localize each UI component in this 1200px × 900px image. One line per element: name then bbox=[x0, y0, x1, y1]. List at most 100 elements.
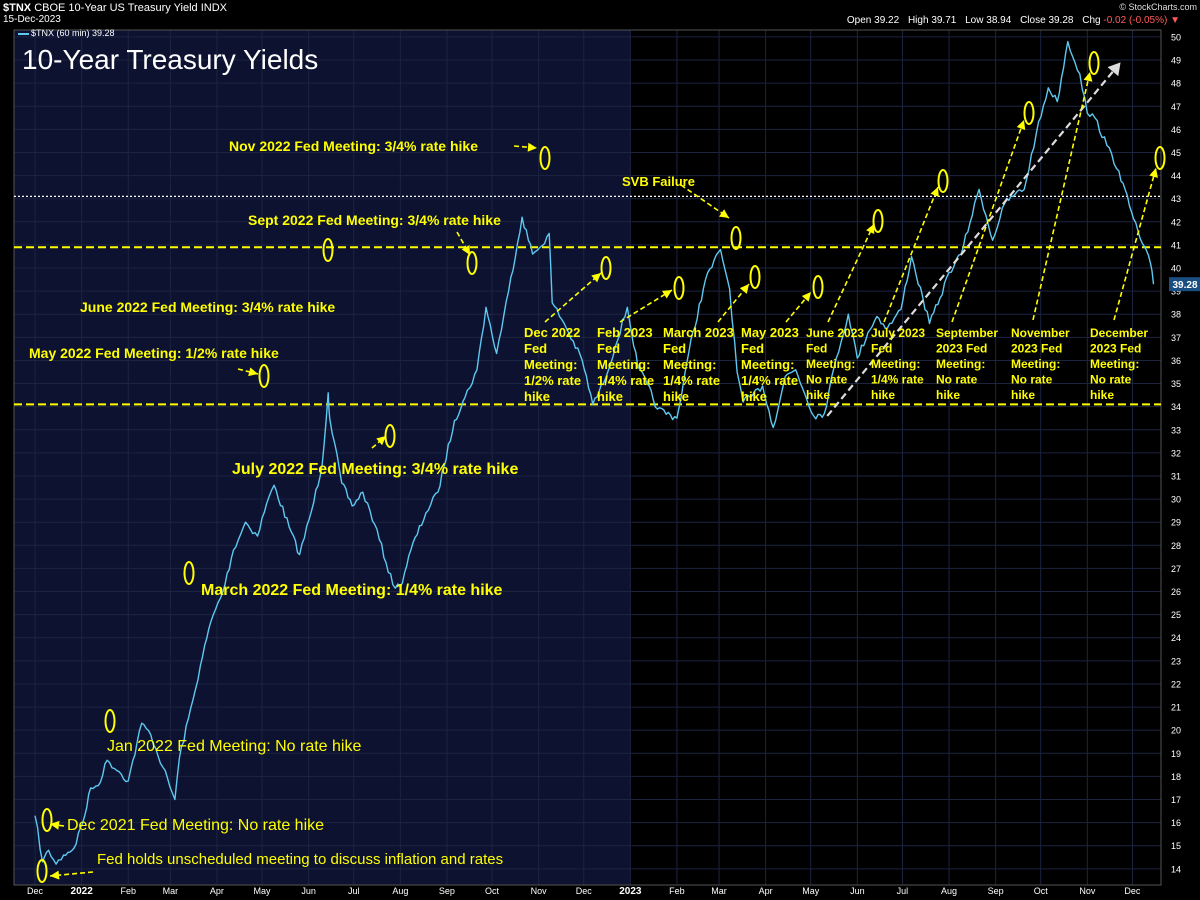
meeting-marker-ellipse bbox=[937, 169, 949, 193]
meeting-marker-ellipse bbox=[1088, 51, 1100, 75]
y-tick-label: 42 bbox=[1171, 217, 1181, 227]
annotation-line: hike bbox=[806, 388, 830, 402]
annotation-line: Fed bbox=[524, 341, 547, 356]
y-tick-label: 34 bbox=[1171, 402, 1181, 412]
annotation-line: Meeting: bbox=[806, 357, 855, 371]
x-tick-label: Apr bbox=[210, 886, 224, 896]
annotation-arrow-head bbox=[719, 209, 729, 218]
x-tick-label: Dec bbox=[27, 886, 44, 896]
x-tick-label: 2022 bbox=[71, 886, 94, 897]
annotation-line: 2023 Fed bbox=[1090, 342, 1141, 356]
annotation-arrow-line bbox=[619, 289, 673, 323]
x-tick-label: May bbox=[802, 886, 820, 896]
y-tick-label: 17 bbox=[1171, 795, 1181, 805]
annotation-line: No rate bbox=[806, 373, 848, 387]
y-tick-label: 20 bbox=[1171, 726, 1181, 736]
annotation-label: July 2022 Fed Meeting: 3/4% rate hike bbox=[232, 461, 518, 478]
annotation-line: hike bbox=[1011, 388, 1035, 402]
x-tick-label: Jun bbox=[301, 886, 316, 896]
y-tick-label: 33 bbox=[1171, 425, 1181, 435]
open-label: Open bbox=[846, 15, 872, 26]
y-tick-label: 40 bbox=[1171, 264, 1181, 274]
x-tick-label: Sep bbox=[988, 886, 1004, 896]
y-tick-label: 47 bbox=[1171, 102, 1181, 112]
x-tick-label: Oct bbox=[485, 886, 500, 896]
meeting-marker-ellipse bbox=[600, 256, 612, 280]
x-tick-label: Feb bbox=[120, 886, 136, 896]
annotation-line: Meeting: bbox=[1011, 357, 1060, 371]
annotation-line: hike bbox=[871, 388, 895, 402]
annotation-label: Fed holds unscheduled meeting to discuss… bbox=[97, 851, 503, 868]
trend-arrow-line bbox=[826, 70, 1114, 417]
annotation-line: Meeting: bbox=[1090, 357, 1139, 371]
annotation-line: Fed bbox=[871, 342, 892, 356]
annotation-line: May 2023 bbox=[741, 325, 799, 340]
y-tick-label: 28 bbox=[1171, 541, 1181, 551]
y-tick-label: 23 bbox=[1171, 656, 1181, 666]
legend-swatch bbox=[18, 32, 29, 35]
annotation-line: 1/4% rate bbox=[597, 373, 654, 388]
annotation-line: Fed bbox=[806, 342, 827, 356]
annotation-line: Fed bbox=[663, 341, 686, 356]
x-tick-label: Oct bbox=[1034, 886, 1049, 896]
y-tick-label: 27 bbox=[1171, 564, 1181, 574]
y-tick-label: 19 bbox=[1171, 749, 1181, 759]
annotation-line: 1/4% rate bbox=[741, 373, 798, 388]
high-value: 39.71 bbox=[931, 15, 957, 26]
high-label: High bbox=[907, 15, 929, 26]
annotation-label: Sept 2022 Fed Meeting: 3/4% rate hike bbox=[248, 212, 501, 228]
x-tick-label: Jul bbox=[897, 886, 909, 896]
annotation-label: Dec 2021 Fed Meeting: No rate hike bbox=[67, 817, 324, 834]
annotation-line: November bbox=[1011, 326, 1070, 340]
y-tick-label: 38 bbox=[1171, 310, 1181, 320]
meeting-marker-ellipse bbox=[322, 238, 334, 262]
annotation-line: hike bbox=[597, 389, 623, 404]
annotation-line: Fed bbox=[741, 341, 764, 356]
y-tick-label: 16 bbox=[1171, 818, 1181, 828]
y-tick-label: 46 bbox=[1171, 125, 1181, 135]
y-tick-label: 25 bbox=[1171, 610, 1181, 620]
annotation-label-multiline: June 2023 Fed Meeting: No rate hike bbox=[806, 326, 864, 402]
annotation-line: 2023 Fed bbox=[1011, 342, 1062, 356]
yield-series-line bbox=[34, 40, 1155, 865]
x-tick-label: Dec bbox=[1124, 886, 1141, 896]
meeting-marker-ellipse bbox=[539, 146, 551, 170]
annotation-arrow-head bbox=[930, 187, 939, 198]
annotation-label-multiline: Feb 2023 Fed Meeting: 1/4% rate hike bbox=[597, 325, 654, 404]
x-tick-label: 2023 bbox=[619, 886, 642, 897]
ohlc-readout: Open 39.22 High 39.71 Low 38.94 Close 39… bbox=[847, 15, 1180, 26]
annotation-line: No rate bbox=[1011, 373, 1053, 387]
annotation-line: 2023 Fed bbox=[936, 342, 987, 356]
annotation-label: Jan 2022 Fed Meeting: No rate hike bbox=[107, 738, 361, 755]
annotation-arrow-head bbox=[801, 292, 811, 302]
annotation-arrow-line bbox=[680, 184, 730, 219]
y-tick-label: 39 bbox=[1171, 287, 1181, 297]
y-tick-label: 44 bbox=[1171, 171, 1181, 181]
y-tick-label: 31 bbox=[1171, 471, 1181, 481]
y-tick-label: 41 bbox=[1171, 240, 1181, 250]
y-tick-label: 50 bbox=[1171, 32, 1181, 42]
y-tick-label: 18 bbox=[1171, 772, 1181, 782]
meeting-marker-ellipse bbox=[1023, 101, 1035, 125]
annotation-line: No rate bbox=[936, 373, 978, 387]
last-value-tag bbox=[1169, 277, 1200, 292]
annotation-arrow-head bbox=[866, 224, 875, 235]
annotation-line: No rate bbox=[1090, 373, 1132, 387]
x-tick-label: Nov bbox=[1079, 886, 1096, 896]
meeting-marker-ellipse bbox=[466, 251, 478, 275]
close-label: Close bbox=[1020, 15, 1046, 26]
low-value: 38.94 bbox=[986, 15, 1012, 26]
annotation-line: 1/4% rate bbox=[663, 373, 720, 388]
y-tick-label: 24 bbox=[1171, 633, 1181, 643]
annotation-arrow-head bbox=[248, 367, 258, 377]
annotation-arrow-head bbox=[50, 870, 60, 880]
annotation-arrow-head bbox=[461, 244, 470, 255]
annotation-line: hike bbox=[936, 388, 960, 402]
plot-frame bbox=[13, 29, 1162, 886]
annotation-label-multiline: March 2023 Fed Meeting: 1/4% rate hike bbox=[663, 325, 734, 404]
x-tick-label: Aug bbox=[392, 886, 408, 896]
symbol: $TNX bbox=[3, 2, 32, 14]
source-credit: © StockCharts.com bbox=[1119, 2, 1197, 12]
y-tick-label: 48 bbox=[1171, 79, 1181, 89]
